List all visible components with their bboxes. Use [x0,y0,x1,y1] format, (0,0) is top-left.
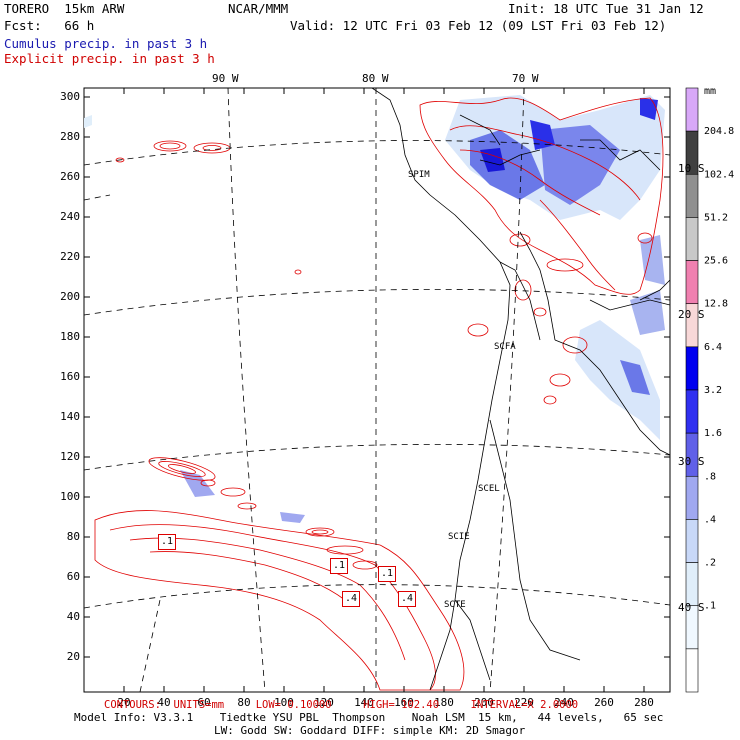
colorbar-swatch [685,519,699,563]
colorbar-swatch [685,389,699,434]
colorbar-swatch [685,648,699,693]
colorbar: mm 204.8 102.4 51.2 25.6 12.8 6.4 3.2 1.6 .8 .4 .2.… [685,86,734,693]
x-tick-label: 220 [514,696,534,709]
x-tick-label: 20 [117,696,131,709]
x-tick-label: 180 [434,696,454,709]
lat-label-30s: 30 S [678,455,705,468]
x-tick-label: 60 [197,696,211,709]
x-tick-label: 160 [394,696,414,709]
x-tick-label: 280 [634,696,654,709]
colorbar-swatch [685,475,699,520]
y-tick-label: 240 [60,210,80,223]
colorbar-swatch [685,217,699,261]
colorbar-swatch [685,346,699,391]
colorbar-level: 204.8 [704,126,734,137]
colorbar-level: .2 [704,558,716,569]
x-tick-label: 240 [554,696,574,709]
y-tick-label: 40 [66,610,80,623]
x-tick-label: 40 [157,696,171,709]
station-spim: SPIM [408,170,430,180]
x-tick-label: 140 [354,696,374,709]
y-tick-label: 20 [66,650,80,663]
y-tick-label: 180 [60,330,80,343]
colorbar-level: 1.6 [704,428,722,439]
colorbar-swatch [685,260,699,305]
colorbar-level: .4 [704,514,716,525]
colorbar-swatch [685,173,699,218]
station-scfa: SCFA [494,342,516,352]
model-title: TORERO 15km ARW [4,1,125,16]
model-info: Model Info: V3.3.1 Tiedtke YSU PBL Thomp… [74,711,664,724]
contour-label: .1 [158,534,177,550]
contour-label: .1 [378,566,397,582]
y-tick-label: 100 [60,490,80,503]
lat-label-20s: 20 S [678,308,705,321]
colorbar-unit: mm [704,86,716,97]
x-tick-label: 200 [474,696,494,709]
valid-time: Valid: 12 UTC Fri 03 Feb 12 (09 LST Fri … [290,18,667,33]
lon-label-90w: 90 W [212,72,239,85]
lon-label-70w: 70 W [512,72,539,85]
colorbar-level: 25.6 [704,256,728,267]
explicit-precip-contours [94,97,664,691]
coastlines [371,87,671,691]
colorbar-swatch [685,87,699,132]
lat-label-40s: 40 S [678,601,705,614]
lat-label-10s: 10 S [678,162,705,175]
station-scel: SCEL [478,484,500,494]
graticule [83,87,671,693]
colorbar-swatch [685,562,699,607]
station-scie: SCIE [448,532,470,542]
colorbar-level: .8 [704,471,716,482]
x-tick-label: 260 [594,696,614,709]
x-tick-label: 120 [314,696,334,709]
y-tick-label: 140 [60,410,80,423]
colorbar-level: 3.2 [704,385,722,396]
colorbar-level: 102.4 [704,169,734,180]
colorbar-level: .1 [704,601,716,612]
y-tick-label: 260 [60,170,80,183]
model-physics: LW: Godd SW: Goddard DIFF: simple KM: 2D… [214,724,526,737]
x-tick-label: 100 [274,696,294,709]
y-tick-label: 300 [60,90,80,103]
colorbar-level: 51.2 [704,212,728,223]
y-tick-label: 200 [60,290,80,303]
y-tick-label: 120 [60,450,80,463]
colorbar-level: 6.4 [704,342,722,353]
init-time: Init: 18 UTC Tue 31 Jan 12 [508,1,704,16]
cumulus-precip [84,95,665,523]
frame-ticks [84,88,670,692]
org-name: NCAR/MMM [228,1,289,16]
lon-label-80w: 80 W [362,72,389,85]
y-tick-label: 160 [60,370,80,383]
y-tick-label: 220 [60,250,80,263]
y-tick-label: 80 [66,530,80,543]
colorbar-level: 12.8 [704,299,728,310]
station-scte: SCTE [444,600,466,610]
contour-label: .4 [342,591,361,607]
y-tick-label: 60 [66,570,80,583]
legend-explicit: Explicit precip. in past 3 h [4,51,215,66]
legend-cumulus: Cumulus precip. in past 3 h [4,36,208,51]
forecast-hour: Fcst: 66 h [4,18,95,33]
y-tick-label: 280 [60,130,80,143]
contour-label: .4 [398,591,417,607]
contour-label: .1 [330,558,349,574]
x-tick-label: 80 [237,696,251,709]
contour-info: CONTOURS: UNITS=mm LOW= 0.10000 HIGH= 10… [104,699,579,711]
